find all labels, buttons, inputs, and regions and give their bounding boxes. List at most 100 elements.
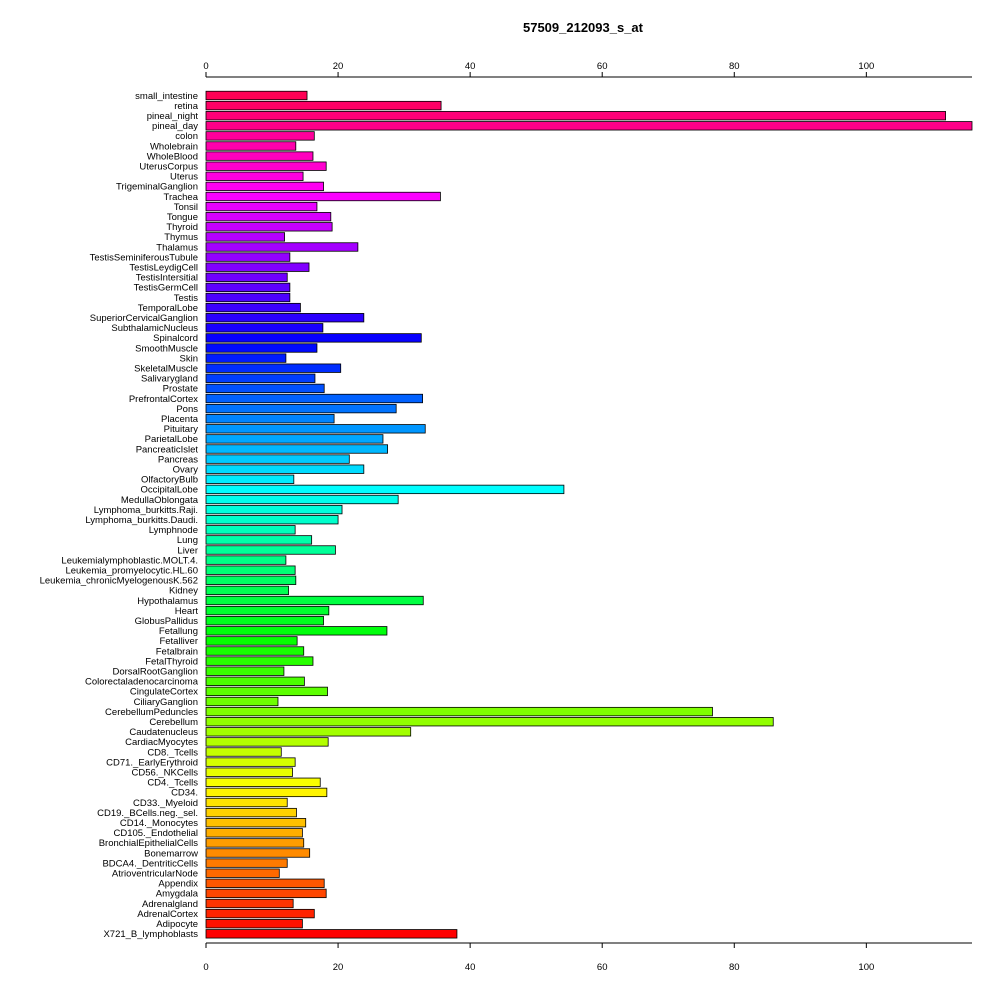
bar — [205, 525, 296, 535]
bar — [205, 878, 325, 888]
category-label: Lymphoma_burkitts.Raji. — [94, 505, 198, 516]
bar — [205, 898, 294, 909]
category-label: pineal_night — [147, 111, 199, 122]
x-tick-label-bottom: 0 — [203, 962, 208, 973]
category-label: TrigeminalGanglion — [116, 182, 198, 193]
bar — [205, 201, 318, 212]
category-label: CD105._Endothelial — [113, 828, 198, 839]
category-label: pineal_day — [152, 121, 198, 132]
bar — [205, 616, 324, 626]
category-label: Thymus — [164, 232, 198, 243]
x-tick-label-top: 20 — [333, 61, 344, 72]
bar — [205, 434, 384, 444]
category-label: Prostate — [163, 384, 198, 395]
bar — [205, 464, 365, 474]
category-label: TestisGermCell — [134, 283, 198, 294]
bar — [205, 111, 946, 121]
bar — [205, 444, 388, 454]
category-label: Lymphnode — [149, 525, 198, 536]
category-label: Colorectaladenocarcinoma — [85, 677, 199, 688]
category-label: DorsalRootGanglion — [112, 667, 198, 678]
category-label: OlfactoryBulb — [141, 475, 198, 486]
category-label: Kidney — [169, 586, 198, 597]
bar — [205, 474, 295, 484]
bar — [205, 100, 442, 111]
category-label: SubthalamicNucleus — [111, 323, 198, 334]
category-label: CD4._Tcells — [147, 778, 198, 789]
x-tick-label-top: 60 — [597, 61, 608, 72]
category-label: X721_B_lymphoblasts — [103, 929, 198, 940]
category-label: TemporalLobe — [138, 303, 198, 314]
category-label: Bonemarrow — [144, 848, 198, 859]
bar — [205, 929, 458, 939]
category-label: CD14._Monocytes — [120, 818, 198, 829]
category-label: Pituitary — [164, 424, 199, 435]
bar — [205, 222, 333, 232]
bar — [205, 838, 305, 848]
bar — [205, 919, 303, 929]
bar — [205, 131, 315, 141]
category-label: Ovary — [173, 465, 199, 476]
category-label: retina — [174, 101, 198, 112]
bar — [205, 242, 359, 252]
category-label: PancreaticIslet — [136, 444, 199, 455]
category-label: Tonsil — [174, 202, 198, 213]
x-tick-label-bottom: 40 — [465, 962, 476, 973]
category-label: CardiacMyocytes — [125, 737, 198, 748]
x-tick-label-top: 40 — [465, 61, 476, 72]
bar — [205, 302, 301, 313]
category-label: PrefrontalCortex — [129, 394, 198, 405]
bar — [205, 545, 336, 555]
category-label: Lymphoma_burkitts.Daudi. — [85, 515, 198, 526]
bar — [205, 282, 291, 293]
bar — [205, 454, 350, 464]
category-label: Liver — [177, 545, 198, 556]
bar — [205, 292, 291, 303]
bar — [205, 353, 287, 363]
bar — [205, 807, 297, 818]
category-label: TestisLeydigCell — [129, 263, 198, 274]
bar — [205, 212, 332, 222]
bar — [205, 262, 310, 272]
bar — [205, 656, 314, 666]
category-label: CD19._BCells.neg._sel. — [97, 808, 198, 819]
x-tick-label-bottom: 100 — [858, 962, 874, 973]
category-label: Tongue — [167, 212, 198, 223]
category-label: Adipocyte — [156, 919, 198, 930]
category-label: Pancreas — [158, 454, 198, 465]
bar — [205, 848, 311, 858]
bar — [205, 575, 297, 585]
category-label: CiliaryGanglion — [134, 697, 198, 708]
category-label: CingulateCortex — [130, 687, 198, 698]
category-label: Wholebrain — [150, 141, 198, 152]
bar — [205, 717, 774, 727]
category-label: colon — [175, 131, 198, 142]
bar — [205, 737, 329, 747]
bar — [205, 686, 328, 697]
category-label: ParietalLobe — [145, 434, 198, 445]
bar — [205, 373, 316, 383]
category-label: Fetalbrain — [156, 646, 198, 657]
bar — [205, 888, 327, 899]
category-label: SmoothMuscle — [135, 343, 198, 354]
category-label: small_intestine — [135, 91, 198, 102]
bar — [205, 555, 287, 565]
category-label: Caudatenucleus — [129, 727, 198, 738]
category-label: Cerebellum — [149, 717, 198, 728]
bar — [205, 151, 314, 161]
bar — [205, 696, 279, 707]
bar — [205, 232, 285, 242]
bar — [205, 757, 296, 767]
category-label: Salivarygland — [141, 374, 198, 385]
category-label: Amygdala — [156, 889, 199, 900]
category-label: FetalThyroid — [145, 656, 198, 667]
category-label: AdrenalCortex — [137, 909, 198, 920]
bar — [205, 747, 282, 757]
category-label: Adrenalgland — [142, 899, 198, 910]
bar — [205, 666, 285, 676]
category-label: Lung — [177, 535, 198, 546]
category-label: Hypothalamus — [137, 596, 198, 607]
category-label: Fetalliver — [159, 636, 198, 647]
category-label: CD33._Myeloid — [133, 798, 198, 809]
bar — [205, 191, 441, 202]
